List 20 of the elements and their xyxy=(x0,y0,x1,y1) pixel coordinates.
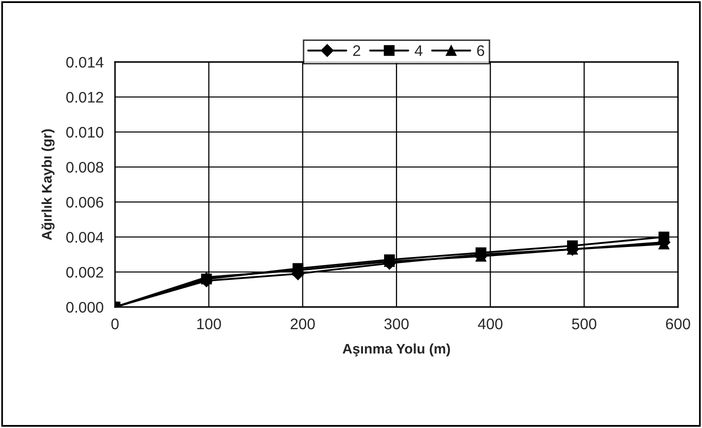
y-tick-label: 0.004 xyxy=(66,232,104,243)
y-tick-label: 0.014 xyxy=(66,56,104,68)
legend-label: 4 xyxy=(414,45,422,56)
legend-label: 2 xyxy=(353,45,360,56)
x-tick-label: 400 xyxy=(478,318,502,330)
legend-label: 6 xyxy=(477,45,484,56)
x-tick-label: 300 xyxy=(384,318,409,330)
y-tick-label: 0.010 xyxy=(66,126,104,138)
x-tick-label: 500 xyxy=(572,318,596,330)
x-axis-title: Aşınma Yolu (m) xyxy=(342,343,450,356)
x-tick-label: 600 xyxy=(666,318,690,330)
x-tick-label: 0 xyxy=(111,318,119,330)
y-tick-label: 0.002 xyxy=(66,266,104,278)
x-tick-label: 200 xyxy=(290,318,315,330)
y-tick-label: 0.000 xyxy=(66,302,104,313)
y-tick-label: 0.012 xyxy=(66,92,104,103)
y-axis-title: Ağırlık Kaybı (gr) xyxy=(41,129,55,240)
y-tick-label: 0.008 xyxy=(66,162,104,173)
y-tick-label: 0.006 xyxy=(66,196,104,208)
x-tick-label: 100 xyxy=(197,318,221,330)
